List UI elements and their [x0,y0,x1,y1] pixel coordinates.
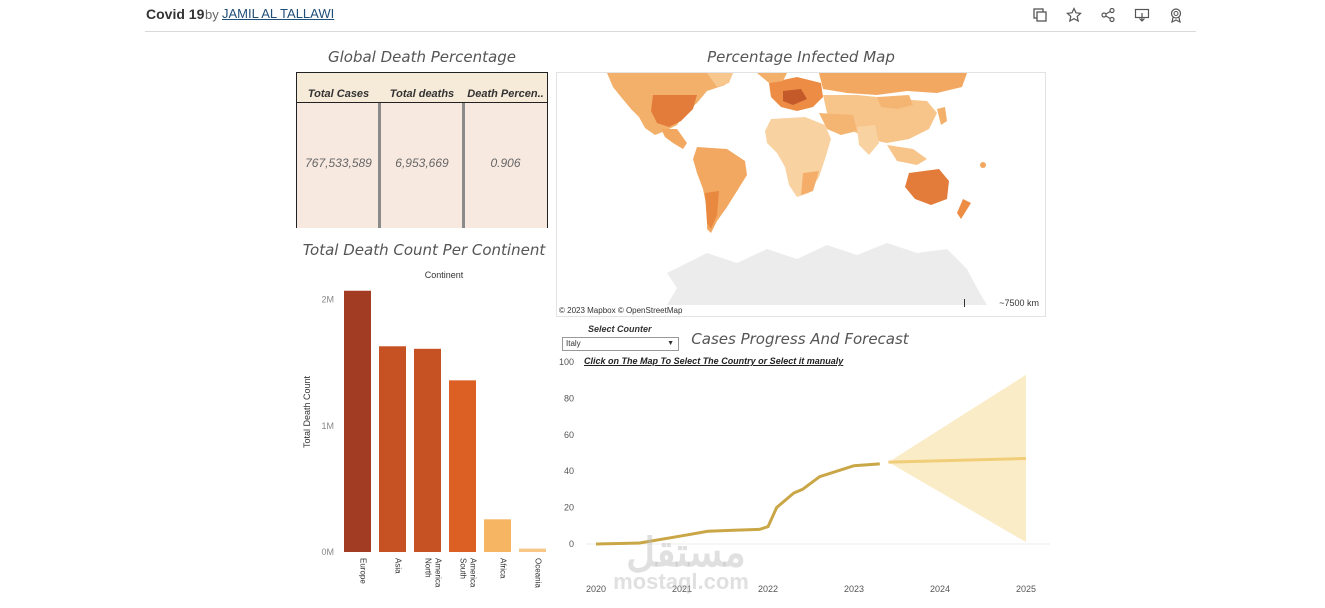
x-tick-label: America [469,558,478,588]
kpi-value[interactable]: 6,953,669 [395,156,449,170]
bar-africa[interactable] [484,519,511,552]
star-icon[interactable] [1064,6,1084,24]
x-tick-label: 2024 [930,584,950,594]
forecast-line [888,457,1027,464]
x-tick-label: South [459,558,468,579]
y-tick-label: 2M [321,295,334,305]
x-tick-label: 2025 [1016,584,1036,594]
x-tick-label: Oceania [534,558,543,588]
map-scale-bar [964,299,965,307]
badge-icon[interactable] [1166,6,1186,24]
x-tick-label: 2021 [672,584,692,594]
chart-header: Continent [425,270,464,280]
chevron-down-icon: ▼ [667,340,674,347]
workbook-title: Covid 19 [146,6,205,22]
y-tick-label: 100 [559,357,574,367]
region-new-zealand[interactable] [957,199,971,219]
y-tick-label: 1M [321,421,334,431]
kpi-value[interactable]: 767,533,589 [305,156,372,170]
x-tick-label: 2023 [844,584,864,594]
y-tick-label: 60 [564,430,574,440]
kpi-table: Total Cases 767,533,589 Total deaths 6,9… [296,72,548,228]
region-usa[interactable] [651,95,697,127]
kpi-header: Total deaths [389,88,455,100]
y-axis-label: Total Death Count [302,375,312,448]
x-tick-label: Europe [359,558,368,584]
region-africa[interactable] [765,117,831,197]
bar-oceania[interactable] [519,548,546,552]
select-counter-label: Select Counter [588,324,652,334]
x-tick-label: North [424,558,433,578]
country-select-value: Italy [566,339,581,348]
y-tick-label: 0M [321,547,334,557]
y-tick-label: 80 [564,393,574,403]
forecast-title: Cases Progress And Forecast [691,330,909,348]
toolbar-icons [1030,6,1186,24]
kpi-divider [378,103,381,228]
kpi-header: Total Cases [307,88,370,100]
watermark-arabic: مستقل [626,531,746,575]
kpi-title: Global Death Percentage [328,48,516,66]
x-tick-label: 2020 [586,584,606,594]
continent-bar-chart: Continent Total Death Count 0M 1M 2M Europ… [302,270,546,588]
map-attribution: © 2023 Mapbox © OpenStreetMap [559,306,683,315]
region-russia[interactable] [819,73,967,95]
x-tick-label: America [434,558,443,588]
bar-south-america[interactable] [449,380,476,552]
region-south-america[interactable] [693,147,747,233]
y-tick-label: 20 [564,503,574,513]
actual-cases-line [595,462,880,546]
map-title: Percentage Infected Map [707,48,895,66]
forecast-line-chart: 0 20 40 60 80 100 2020 2021 2022 2023 2024 2025 مس… [559,357,1050,594]
bar-north-america[interactable] [414,348,441,552]
bar-europe[interactable] [344,290,371,552]
y-tick-label: 40 [564,466,574,476]
share-icon[interactable] [1098,6,1118,24]
infected-map[interactable]: © 2023 Mapbox © OpenStreetMap ~7500 km [556,72,1046,317]
kpi-col-total-deaths: Total deaths 6,953,669 [380,72,464,228]
region-mexico[interactable] [661,129,687,149]
kpi-col-death-percentage: Death Percen.. 0.906 [464,72,548,228]
world-map-drawing [607,73,1045,316]
region-antarctica [667,243,987,305]
region-australia[interactable] [905,169,949,205]
author-link[interactable]: JAMIL AL TALLAWI [222,6,335,21]
watermark-latin: mostaql.com [613,569,749,594]
x-tick-label: 2022 [758,584,778,594]
y-tick-label: 0 [569,539,574,549]
map-scale-label: ~7500 km [999,298,1039,308]
region-japan[interactable] [937,107,947,125]
download-icon[interactable] [1132,6,1152,24]
kpi-header-row [296,72,548,103]
continent-chart-title: Total Death Count Per Continent [302,241,546,259]
top-bar: Covid 19 by JAMIL AL TALLAWI [145,0,1196,32]
x-tick-label: Africa [499,558,508,579]
region-asia[interactable] [823,95,937,143]
region-india[interactable] [857,125,879,155]
by-label: by [205,7,219,22]
kpi-col-total-cases: Total Cases 767,533,589 [296,72,380,228]
kpi-value[interactable]: 0.906 [490,156,521,170]
bar-asia[interactable] [379,346,406,552]
country-select[interactable]: Italy ▼ [562,337,679,351]
x-tick-label: Asia [394,558,403,574]
kpi-divider [462,103,465,228]
kpi-header: Death Percen.. [467,88,544,100]
copy-icon[interactable] [1030,6,1050,24]
map-hint-text: Click on The Map To Select The Country o… [584,356,844,366]
forecast-confidence-band [888,374,1026,543]
